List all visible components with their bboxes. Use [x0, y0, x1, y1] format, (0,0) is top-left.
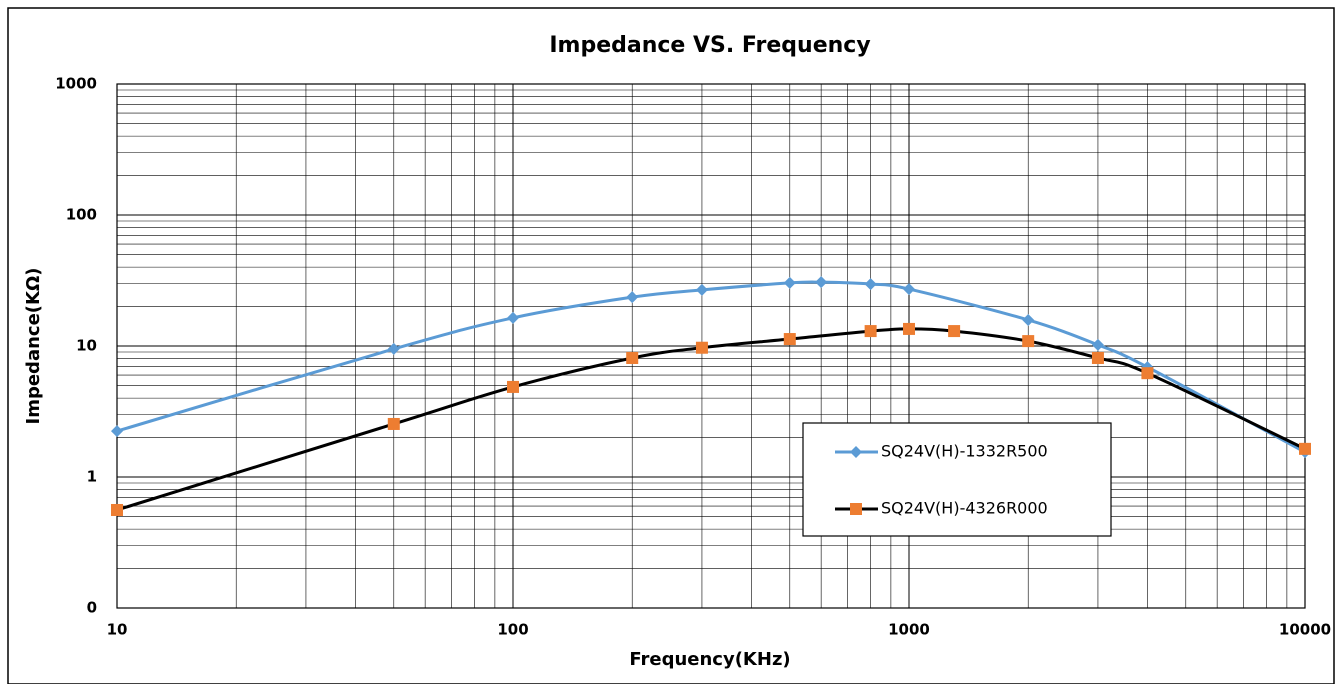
y-tick-label: 1000: [55, 75, 97, 93]
x-tick-label: 1000: [888, 621, 930, 639]
data-point: [507, 311, 519, 324]
data-point: [1141, 367, 1154, 380]
y-tick-label: 1: [87, 468, 97, 486]
data-point: [626, 291, 639, 304]
legend-marker: [850, 446, 862, 458]
x-axis-label: Frequency(KHz): [629, 649, 790, 670]
data-point: [783, 276, 796, 289]
data-point: [111, 425, 123, 438]
y-tick-label: 100: [66, 206, 97, 224]
data-point: [695, 283, 708, 296]
legend: SQ24V(H)-1332R500 SQ24V(H)-4326R000: [802, 422, 1112, 537]
data-point: [626, 351, 639, 364]
data-point: [903, 322, 915, 335]
data-point: [948, 325, 961, 338]
data-point: [1091, 338, 1104, 351]
data-point: [1022, 313, 1035, 326]
data-point: [387, 342, 400, 355]
y-tick-label: 0: [87, 599, 97, 617]
chart-title: Impedance VS. Frequency: [549, 33, 870, 58]
legend-label: SQ24V(H)-4326R000: [881, 499, 1048, 518]
data-point: [864, 278, 877, 291]
x-tick-label: 100: [497, 621, 528, 639]
data-point: [1022, 335, 1035, 348]
legend-box: [802, 422, 1112, 537]
y-axis-label: Impedance(KΩ): [23, 268, 44, 425]
legend-marker: [850, 503, 862, 515]
y-tick-label: 10: [76, 337, 97, 355]
data-point: [111, 503, 123, 516]
legend-label: SQ24V(H)-1332R500: [881, 442, 1048, 461]
data-point: [783, 333, 796, 346]
data-point: [387, 417, 400, 430]
x-tick-label: 10000: [1279, 621, 1331, 639]
data-point: [1091, 351, 1104, 364]
data-point: [903, 283, 915, 296]
data-point: [1299, 442, 1311, 455]
data-point: [507, 380, 519, 393]
data-point: [695, 341, 708, 354]
data-point: [815, 276, 828, 289]
x-tick-label: 10: [107, 621, 128, 639]
plot-border: [116, 83, 1306, 609]
data-point: [864, 325, 877, 338]
